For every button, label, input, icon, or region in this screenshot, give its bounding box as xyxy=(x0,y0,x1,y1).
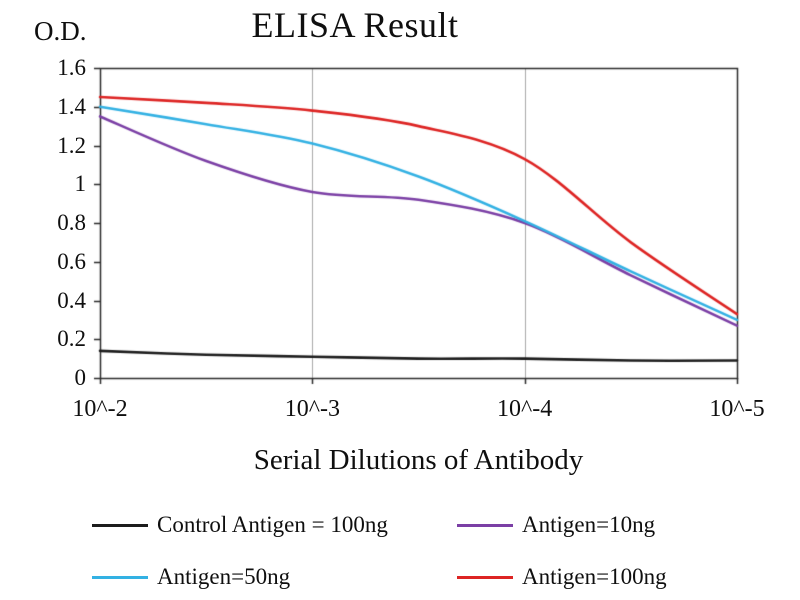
legend-item: Antigen=100ng xyxy=(457,564,732,590)
x-tick-label: 10^-2 xyxy=(72,396,128,422)
y-tick-label: 1.6 xyxy=(57,55,86,80)
legend-item: Control Antigen = 100ng xyxy=(92,512,457,538)
y-axis-tick-labels: 0 0.2 0.4 0.6 0.8 1 1.2 1.4 1.6 xyxy=(0,0,92,600)
legend-label: Antigen=10ng xyxy=(522,512,656,537)
x-tick-label: 10^-5 xyxy=(709,396,765,422)
x-tick-label: 10^-3 xyxy=(284,396,340,422)
legend-line-swatch xyxy=(457,575,513,579)
y-axis-title: O.D. xyxy=(34,16,87,46)
legend-label: Antigen=100ng xyxy=(522,564,667,589)
legend-item: Antigen=10ng xyxy=(457,512,732,538)
y-tick-label: 0.4 xyxy=(57,287,86,313)
y-tick-label: 0 xyxy=(74,365,87,390)
y-tick-label: 1 xyxy=(74,171,87,197)
legend: Control Antigen = 100ng Antigen=10ng Ant… xyxy=(92,512,732,590)
legend-label: Control Antigen = 100ng xyxy=(157,512,388,537)
x-axis-title: Serial Dilutions of Antibody xyxy=(253,444,584,476)
legend-label: Antigen=50ng xyxy=(157,564,291,589)
legend-line-swatch xyxy=(92,523,148,527)
y-tick-label: 0.2 xyxy=(57,326,86,352)
y-tick-label: 0.8 xyxy=(57,210,86,235)
x-tick-label: 10^-4 xyxy=(497,396,553,422)
legend-item: Antigen=50ng xyxy=(92,564,457,590)
y-tick-label: 1.2 xyxy=(57,132,86,158)
y-tick-label: 0.6 xyxy=(57,248,86,274)
chart-title: ELISA Result xyxy=(251,5,459,45)
legend-line-swatch xyxy=(92,575,148,579)
y-tick-label: 1.4 xyxy=(57,93,86,119)
legend-line-swatch xyxy=(457,523,513,527)
